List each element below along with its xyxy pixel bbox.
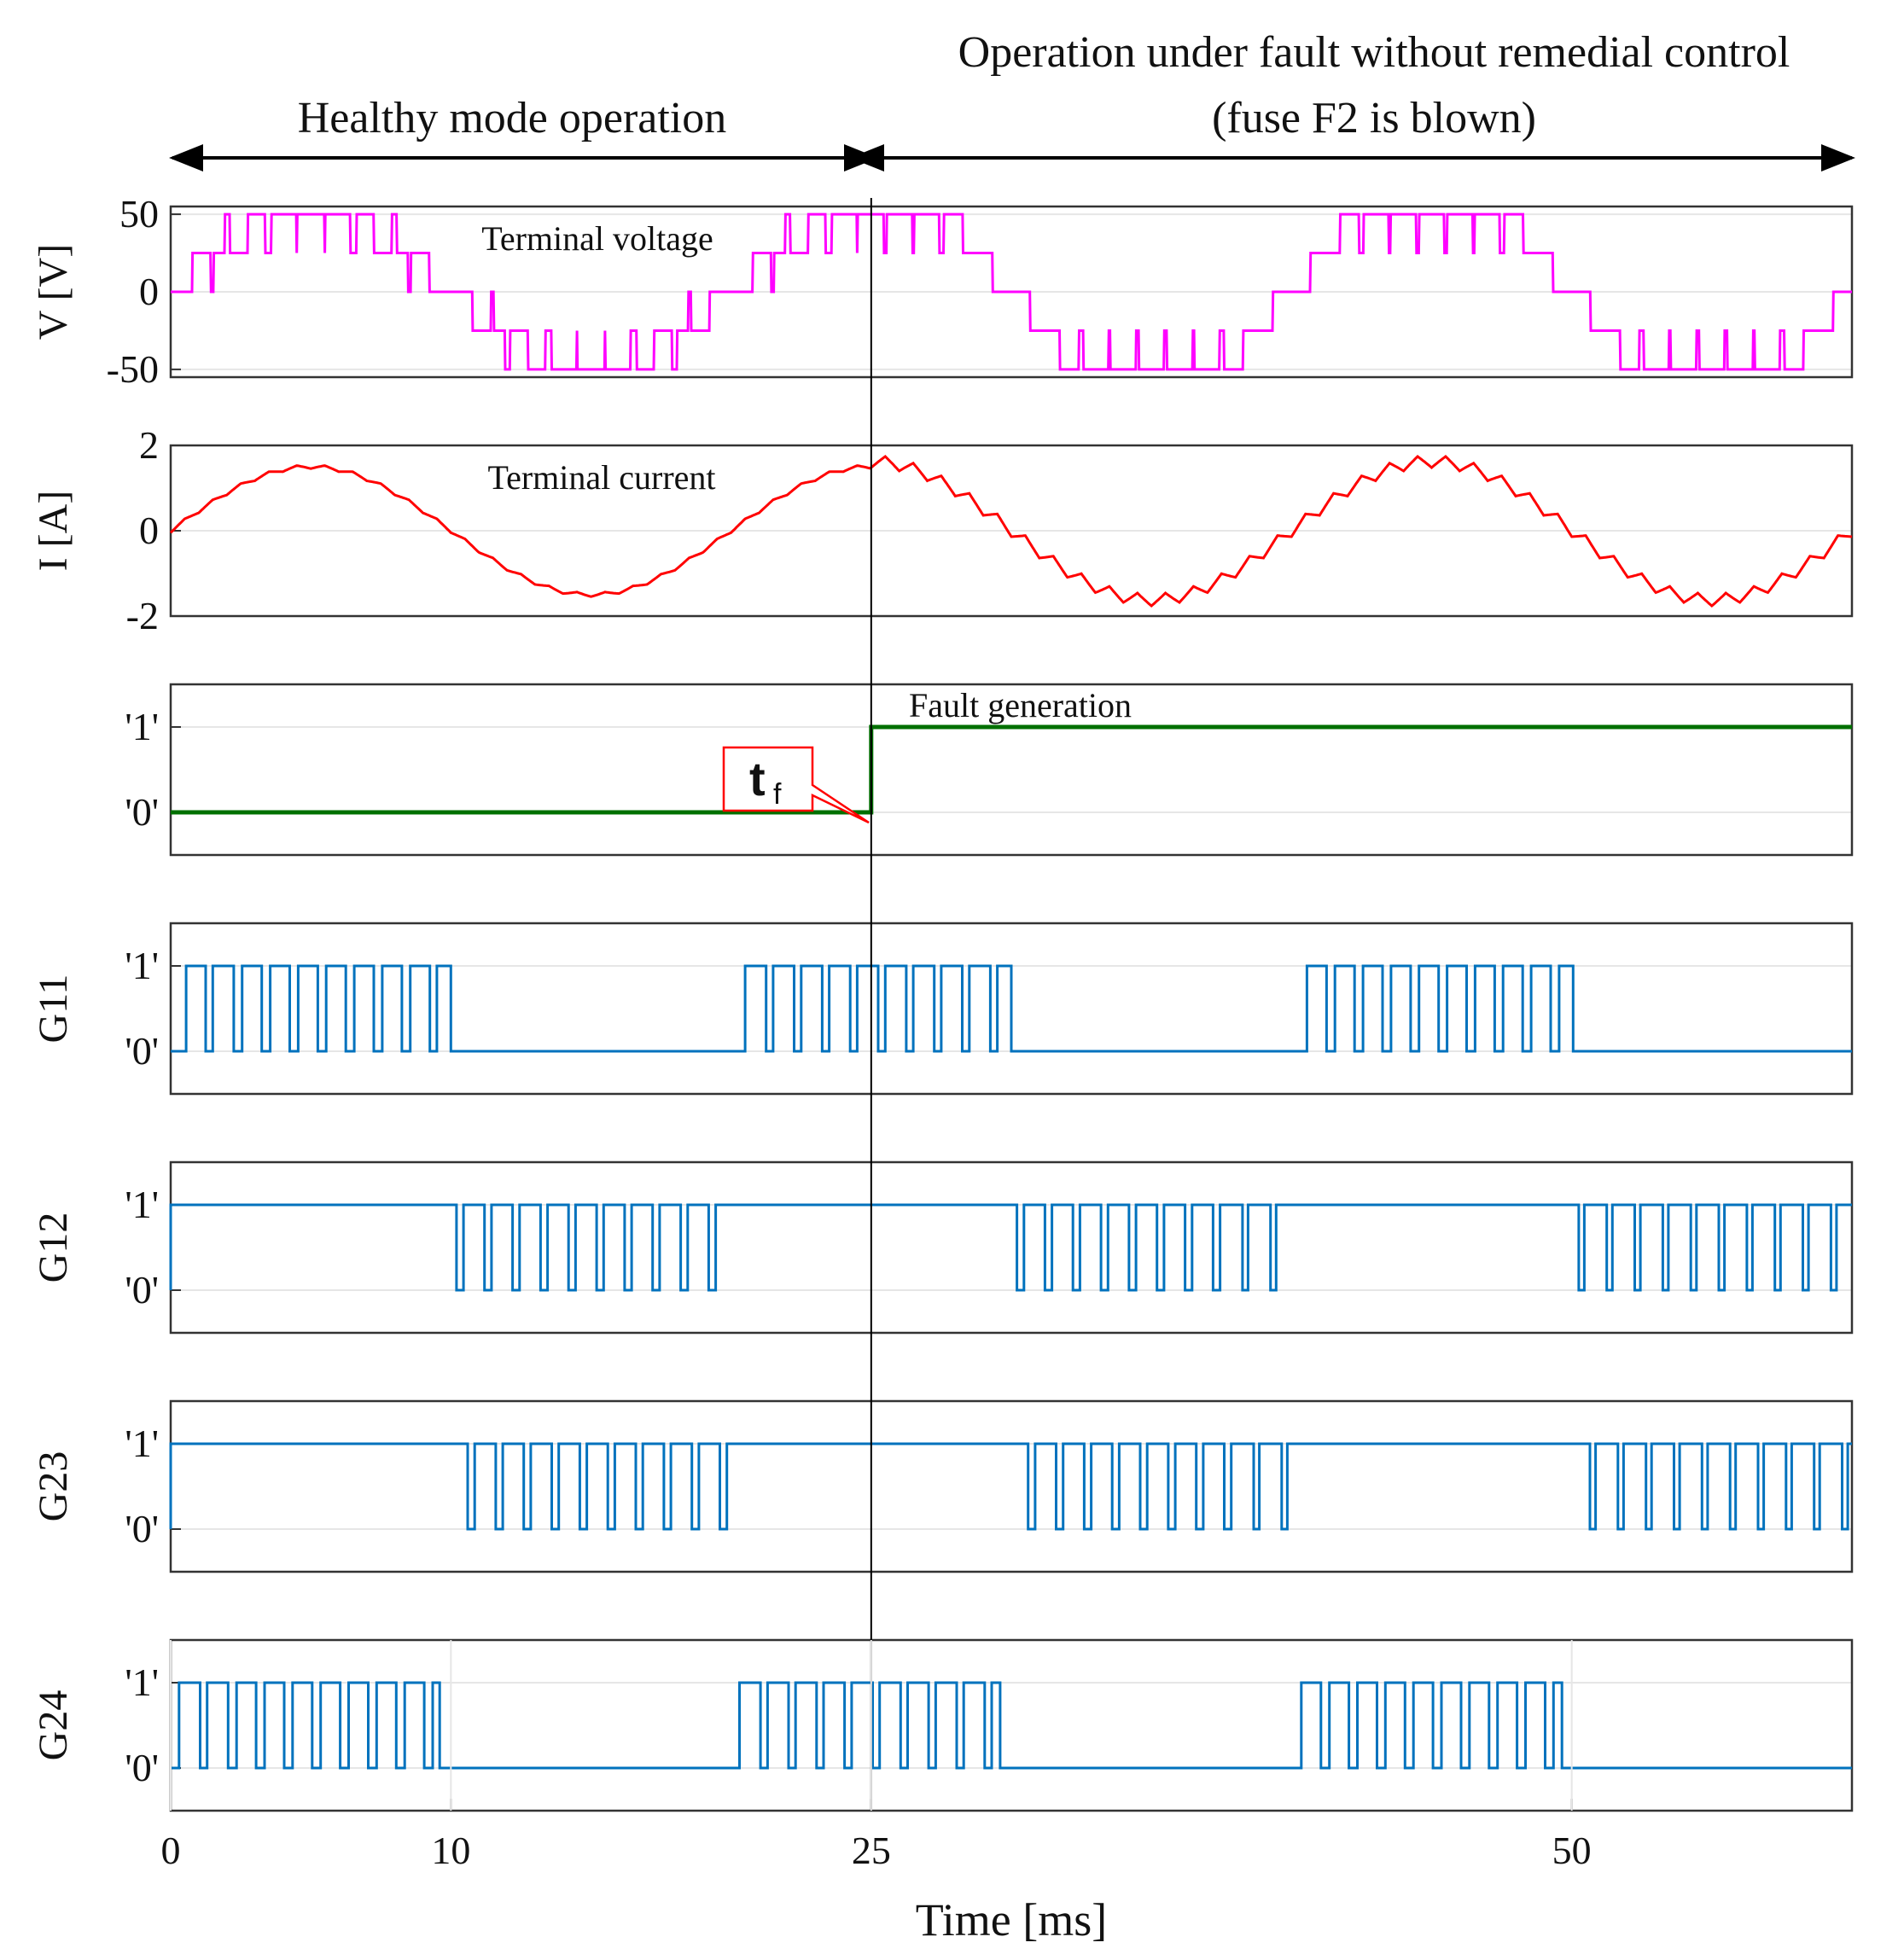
g23-gate-panel: '1' '0' G23: [31, 1399, 1854, 1573]
x-axis-label: Time [ms]: [916, 1894, 1108, 1945]
G12-ytick-label: '1': [125, 1183, 159, 1226]
current-ylabel: I [A]: [31, 491, 76, 572]
voltage-ytick-label: 50: [119, 192, 159, 236]
voltage-ytick-label: -50: [107, 347, 159, 391]
G11-ytick-label: '0': [125, 1029, 159, 1073]
terminal-voltage-label: Terminal voltage: [481, 219, 713, 258]
tf-callout: t f: [722, 746, 870, 824]
G24-ylabel: G24: [31, 1690, 76, 1761]
fault-mode-label-line1: Operation under fault without remedial c…: [958, 28, 1790, 77]
current-ytick-label: 2: [139, 423, 159, 467]
G11-series-line: [171, 964, 1852, 1053]
current-ytick-label: -2: [126, 594, 159, 637]
fault-axes-frame: [169, 683, 1854, 857]
G23-ytick-label: '1': [125, 1422, 159, 1465]
G23-axes-frame: [169, 1399, 1854, 1573]
healthy-mode-label: Healthy mode operation: [298, 94, 727, 142]
fault-generation-label: Fault generation: [909, 686, 1132, 724]
fault-series-line: [171, 724, 1852, 815]
tf-callout-box: [722, 746, 870, 824]
fault-ytick-label: '1': [125, 705, 159, 748]
G11-axes-frame: [169, 922, 1854, 1096]
G12-ytick-label: '0': [125, 1268, 159, 1312]
xtick-label: 10: [431, 1829, 470, 1872]
G24-ytick-label: '0': [125, 1746, 159, 1789]
current-panel: 2 0 -2 I [A]: [31, 423, 1854, 637]
G12-ylabel: G12: [31, 1213, 76, 1283]
current-ytick-label: 0: [139, 509, 159, 552]
G12-axes-frame: [169, 1160, 1854, 1335]
voltage-ytick-label: 0: [139, 270, 159, 313]
xtick-label: 50: [1552, 1829, 1592, 1872]
G24-axes-frame: [169, 1638, 1854, 1812]
voltage-panel: 50 0 -50 V [V]: [31, 192, 1854, 391]
G11-ytick-label: '1': [125, 944, 159, 987]
tf-subscript: f: [773, 778, 782, 811]
fault-ytick-label: '0': [125, 790, 159, 834]
G23-ylabel: G23: [31, 1451, 76, 1522]
tf-label: t: [749, 752, 766, 806]
terminal-current-label: Terminal current: [487, 458, 715, 497]
G12-series-line: [169, 1203, 1852, 1292]
voltage-series-line: [171, 212, 1852, 371]
xtick-label: 25: [852, 1829, 891, 1872]
g11-gate-panel: '1' '0' G11: [31, 922, 1854, 1096]
G23-series-line: [169, 1442, 1852, 1531]
G24-series-line: [171, 1681, 1852, 1770]
fault-mode-label-line2: (fuse F2 is blown): [1212, 94, 1536, 142]
G24-ytick-label: '1': [125, 1660, 159, 1704]
G23-ytick-label: '0': [125, 1507, 159, 1550]
xtick-label: 0: [161, 1829, 181, 1872]
x-axis: 0 10 25 50: [161, 1640, 1592, 1872]
voltage-ylabel: V [V]: [31, 244, 76, 340]
current-series-line: [169, 455, 1853, 608]
g12-gate-panel: '1' '0' G12: [31, 1160, 1854, 1335]
G11-ylabel: G11: [31, 974, 76, 1044]
g24-gate-panel: '1' '0' G24: [31, 1638, 1854, 1812]
